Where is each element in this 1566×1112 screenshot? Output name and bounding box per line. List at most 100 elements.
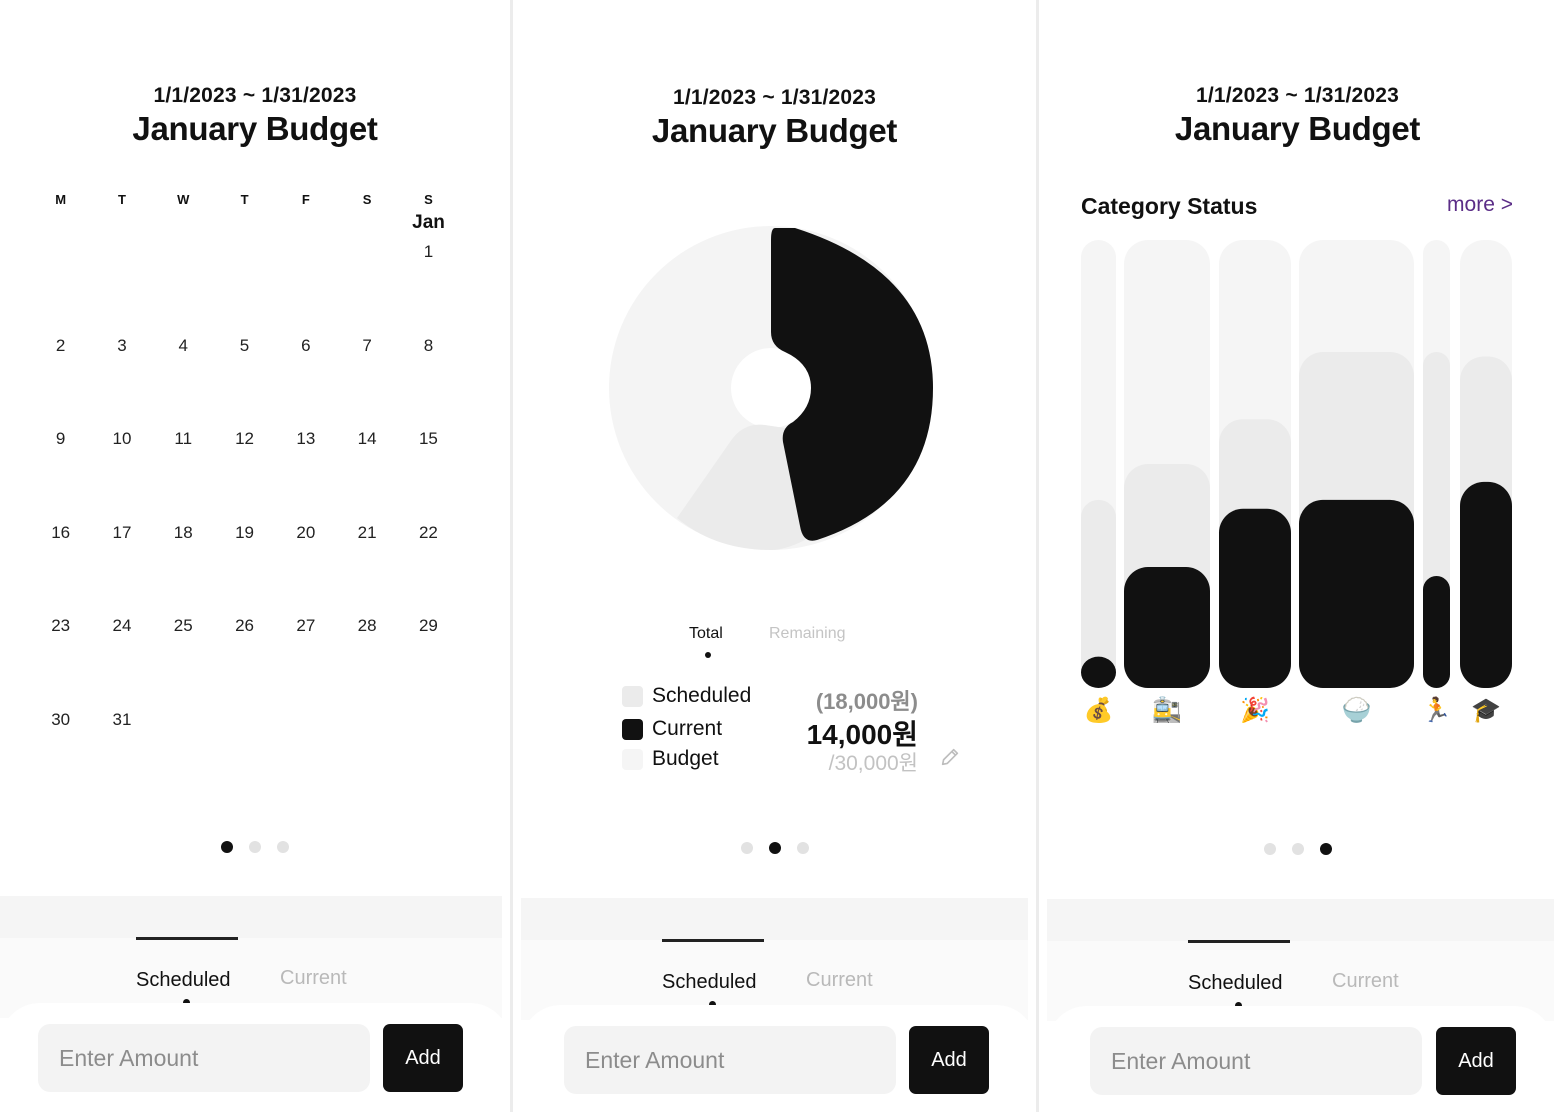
calendar-day[interactable]: 28 [357,616,377,635]
calendar-empty-cell [398,710,459,804]
calendar-day[interactable]: 18 [173,522,193,542]
calendar-day[interactable]: 26 [235,616,254,635]
page-dot-2[interactable] [1291,843,1304,855]
calendar-day[interactable]: 6 [301,335,311,355]
tab-scheduled[interactable]: Scheduled [662,971,757,993]
calendar-day[interactable]: 13 [296,429,316,448]
calendar-empty-cell [91,242,152,336]
train-station-icon[interactable]: 🚉 [1152,697,1182,724]
calendar-panel: 1/1/2023 ~ 1/31/2023 January Budget M T … [0,0,510,1112]
graduation-cap-icon[interactable]: 🎓 [1471,697,1501,724]
calendar-day[interactable]: 16 [51,522,71,542]
add-button[interactable]: Add [1436,1027,1516,1095]
calendar-day[interactable]: 12 [235,429,254,448]
calendar-day[interactable]: 8 [423,335,434,355]
calendar-day[interactable]: 7 [362,335,372,355]
calendar-day[interactable]: 31 [112,709,132,729]
page-title: January Budget [651,112,898,149]
calendar-day[interactable]: 29 [418,616,438,635]
page-dot-3[interactable] [1319,843,1332,855]
tab-remaining[interactable]: Remaining [769,625,846,642]
legend-label: Scheduled [652,684,752,707]
add-button[interactable]: Add [383,1024,463,1092]
weekday-label: M [55,192,67,207]
calendar-day[interactable]: 22 [418,522,438,542]
page-dot-1[interactable] [221,841,233,853]
money-bag-icon[interactable]: 💰 [1083,697,1114,724]
weekday-label: T [240,192,249,207]
calendar-day[interactable]: 3 [117,335,127,355]
calendar-day[interactable]: 24 [112,616,132,635]
calendar-day[interactable]: 23 [51,616,71,635]
calendar-day[interactable]: 10 [112,429,132,448]
panel-divider [1036,0,1039,1112]
calendar-day[interactable]: 11 [174,429,193,448]
tab-underline [1188,940,1290,943]
page-dot-3[interactable] [277,841,289,853]
header: 1/1/2023 ~ 1/31/2023 January Budget [0,84,510,148]
calendar-empty-cell [275,242,336,336]
calendar-day[interactable]: 14 [357,429,377,448]
calendar-day[interactable]: 4 [178,335,188,355]
weekday-label: F [301,192,310,207]
legend-label: Budget [652,747,719,770]
scheduled-swatch [622,686,643,707]
calendar-empty-cell [214,242,275,336]
amount-input[interactable] [1090,1027,1422,1095]
calendar-day[interactable]: 17 [112,522,132,542]
amount-input[interactable] [38,1024,370,1092]
page-dot-2[interactable] [768,842,781,854]
calendar-day[interactable]: 1 [423,242,434,261]
calendar-day[interactable]: 2 [55,335,66,355]
tab-current[interactable]: Current [1332,970,1399,992]
more-link[interactable]: more > [1447,193,1513,216]
party-popper-icon[interactable]: 🎉 [1240,697,1270,724]
runner-icon[interactable]: 🏃 [1421,697,1452,724]
calendar-day[interactable]: 21 [357,522,377,542]
calendar-day[interactable]: 19 [235,522,254,542]
calendar-day[interactable]: 5 [239,335,250,355]
weekday-label: S [362,192,372,207]
donut-scheduled-segment [677,424,805,550]
pencil-icon[interactable] [939,746,961,768]
add-button[interactable]: Add [909,1026,989,1094]
calendar-empty-cell [30,242,91,336]
legend-row-scheduled: Scheduled (18,000원) [621,682,961,714]
tab-scheduled[interactable]: Scheduled [136,969,231,991]
tab-indicator-dot [709,1001,716,1008]
budget-swatch [622,749,643,770]
calendar-day[interactable]: 9 [55,429,66,448]
tab-scheduled[interactable]: Scheduled [1188,972,1283,994]
calendar: M T W T F S S Jan 1 2 3 4 5 6 7 8 9 10 11 12 13 14 15 1… [30,192,459,729]
page-dot-1[interactable] [740,842,753,854]
page-dot-1[interactable] [1263,843,1276,855]
page-indicator [513,842,1036,854]
amount-input[interactable] [564,1026,896,1094]
budget-value: /30,000원 [828,752,918,775]
tab-underline [136,937,238,940]
tab-current[interactable]: Current [806,969,873,991]
budget-donut-chart [609,226,933,550]
page-indicator [0,841,510,853]
tab-current[interactable]: Current [280,967,347,989]
date-range: 1/1/2023 ~ 1/31/2023 [672,86,877,109]
calendar-empty-cell [153,242,214,336]
calendar-day[interactable]: 30 [51,709,71,729]
tab-indicator-dot [1235,1002,1242,1009]
calendar-day[interactable]: 25 [173,616,193,635]
page-dot-2[interactable] [249,841,261,853]
calendar-day[interactable]: 15 [418,429,438,448]
legend-row-current: Current 14,000원 [621,715,961,750]
category-scheduled-bar [1081,499,1116,688]
date-range: 1/1/2023 ~ 1/31/2023 [1195,84,1400,107]
section-band [1047,899,1554,941]
category-current-bar [1423,576,1450,688]
page-dot-3[interactable] [796,842,809,854]
header: 1/1/2023 ~ 1/31/2023 January Budget [1039,84,1566,148]
calendar-day[interactable]: 27 [296,616,316,635]
legend-row-budget: Budget /30,000원 [621,745,961,775]
tab-total[interactable]: Total [689,625,723,642]
calendar-day[interactable]: 20 [296,522,316,542]
rice-bowl-icon[interactable]: 🍚 [1341,697,1372,724]
calendar-empty-cell [153,710,214,804]
